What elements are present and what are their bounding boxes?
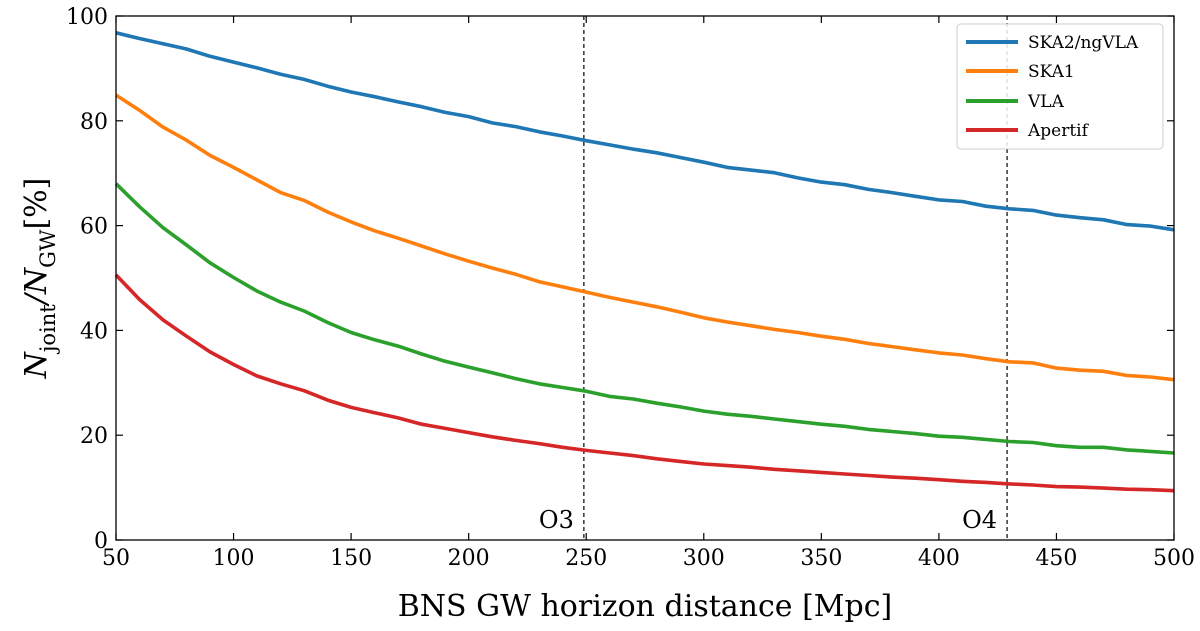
x-tick-label-100: 100 [213,546,255,571]
x-tick-label-350: 350 [800,546,842,571]
axis-ticks: 50 100 150 200 250 300 350 400 450 500 0 20 40 60 80 10… [66,5,1195,571]
x-tick-label-250: 250 [565,546,607,571]
legend-box [956,23,1164,150]
annotation-o3: O3 [539,506,574,534]
legend: SKA2/ngVLA SKA1 VLA Apertif [956,23,1164,150]
series-line-apertif [114,273,1175,493]
y-label-sub-gw: GW [36,229,60,268]
x-tick-label-150: 150 [330,546,372,571]
y-tick-label-60: 60 [80,215,108,240]
y-axis-label: Njoint/NGW[%] [19,178,60,380]
y-label-unit: [%] [19,178,54,230]
axes-frame [115,15,1175,541]
series-line-vla [114,182,1175,455]
x-tick-label-200: 200 [448,546,490,571]
x-axis-label: BNS GW horizon distance [Mpc] [398,589,892,624]
annotation-o4: O4 [962,506,997,534]
legend-label-apertif: Apertif [1027,121,1090,141]
y-tick-label-80: 80 [80,110,108,135]
y-label-main: N [19,350,54,379]
x-tick-label-50: 50 [102,546,130,571]
plot-area: O3 O4 [114,16,1175,540]
y-tick-label-20: 20 [80,424,108,449]
series-line-ska2-ngvla [115,31,1175,232]
x-tick-label-400: 400 [918,546,960,571]
x-tick-label-450: 450 [1035,546,1077,571]
y-tick-label-40: 40 [80,319,108,344]
y-tick-label-0: 0 [94,529,108,554]
y-label-sep: /N [19,266,54,307]
legend-label-vla: VLA [1027,92,1065,112]
x-tick-label-300: 300 [683,546,725,571]
y-label-sub-joint: joint [36,304,60,355]
y-tick-label-100: 100 [66,5,108,30]
series-line-ska1 [115,93,1175,382]
legend-label-ska1: SKA1 [1028,62,1075,82]
x-tick-label-500: 500 [1153,546,1195,571]
legend-label-ska2: SKA2/ngVLA [1028,33,1139,53]
